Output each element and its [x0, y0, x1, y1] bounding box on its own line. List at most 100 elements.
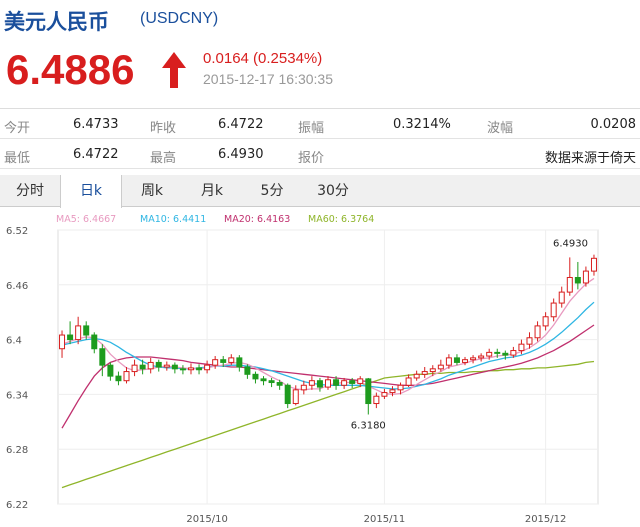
- candle-body: [333, 379, 340, 386]
- candle-body: [462, 359, 469, 363]
- y-tick-label: 6.34: [6, 390, 28, 401]
- x-tick-label: 2015/12: [525, 514, 567, 525]
- high-annotation: 6.4930: [553, 239, 588, 250]
- stats-row: 最低 6.4722 最高 6.4930 报价 数据来源于倚天: [0, 139, 640, 169]
- candle-body: [236, 357, 243, 368]
- quote-timestamp: 2015-12-17 16:30:35: [203, 71, 333, 87]
- candle-body: [534, 325, 541, 339]
- candle-body: [171, 364, 178, 370]
- candle-body: [574, 276, 581, 284]
- candle-body: [445, 357, 452, 366]
- candle-body: [365, 378, 372, 405]
- ma60-line: [61, 360, 595, 489]
- candle-body: [308, 380, 315, 386]
- candle-body: [453, 357, 460, 363]
- candle-body: [357, 378, 364, 384]
- candle-body: [478, 355, 485, 359]
- candle-body: [550, 302, 557, 318]
- candle-body: [486, 351, 493, 357]
- candle-body: [300, 384, 307, 391]
- candle-body: [494, 351, 501, 354]
- current-price: 6.4886: [6, 46, 135, 93]
- candle-body: [123, 371, 130, 382]
- tab-5min[interactable]: 5分: [260, 183, 284, 199]
- candle-body: [316, 380, 323, 388]
- candle-body: [67, 334, 74, 341]
- stat-label-low: 最低: [4, 151, 31, 166]
- candle-body: [179, 368, 186, 371]
- candle-body: [99, 348, 106, 366]
- candle-body: [83, 325, 90, 336]
- tab-weekly-k[interactable]: 周k: [140, 183, 164, 199]
- candle-body: [163, 364, 170, 368]
- stat-value-low: 6.4722: [73, 147, 119, 162]
- candle-body: [381, 392, 388, 397]
- ma10-line: [61, 301, 595, 390]
- candle-body: [558, 291, 565, 304]
- candle-body: [115, 375, 122, 382]
- candle-body: [268, 380, 275, 384]
- candle-body: [590, 257, 597, 272]
- candle-body: [397, 384, 404, 391]
- tab-30min[interactable]: 30分: [317, 183, 349, 199]
- candle-body: [510, 350, 517, 356]
- y-tick-label: 6.52: [6, 226, 28, 237]
- candle-body: [252, 373, 259, 380]
- price-change: 0.0164 (0.2534%): [203, 50, 323, 67]
- plot-frame: [57, 229, 599, 505]
- stats-table: 今开 6.4733 昨收 6.4722 振幅 0.3214% 波幅 0.0208…: [0, 108, 640, 169]
- candle-body: [526, 337, 533, 345]
- stat-label-quote: 报价: [298, 151, 325, 166]
- candle-body: [155, 361, 162, 368]
- chart-tabs: 分时 日k 周k 月k 5分 30分: [0, 175, 640, 208]
- candle-body: [107, 364, 114, 377]
- low-annotation: 6.3180: [351, 420, 386, 431]
- symbol-code: (USDCNY): [140, 10, 219, 27]
- candle-body: [196, 367, 203, 371]
- candle-body: [325, 379, 331, 388]
- candle-body: [502, 352, 509, 356]
- y-tick-label: 6.4: [6, 336, 22, 347]
- candle-body: [349, 380, 356, 384]
- candle-body: [413, 373, 420, 379]
- x-tick-label: 2015/10: [186, 514, 228, 525]
- y-tick-label: 6.46: [6, 281, 28, 292]
- candle-body: [405, 377, 412, 386]
- candle-body: [373, 395, 380, 405]
- stat-value-amplitude: 0.3214%: [393, 117, 451, 132]
- stats-row: 今开 6.4733 昨收 6.4722 振幅 0.3214% 波幅 0.0208: [0, 109, 640, 139]
- candle-body: [244, 366, 251, 375]
- stat-value-high: 6.4930: [218, 147, 264, 162]
- candle-body: [139, 364, 146, 370]
- stat-label-high: 最高: [150, 151, 177, 166]
- candle-body: [204, 364, 211, 371]
- tab-daily-k[interactable]: 日k: [60, 175, 122, 208]
- legend-entry-ma10: MA10: 6.4411: [140, 214, 206, 225]
- candle-body: [429, 368, 436, 373]
- stat-value-prev-close: 6.4722: [218, 117, 264, 132]
- candle-body: [341, 380, 348, 386]
- tab-monthly-k[interactable]: 月k: [200, 183, 224, 199]
- candle-body: [131, 364, 138, 373]
- stat-value-range: 0.0208: [590, 117, 637, 132]
- candle-body: [470, 357, 477, 361]
- candle-body: [187, 367, 194, 371]
- page-title: 美元人民币: [4, 10, 109, 34]
- candle-body: [75, 325, 82, 341]
- candle-body: [212, 359, 219, 366]
- stat-value-open: 6.4733: [73, 117, 119, 132]
- legend-entry-ma60: MA60: 6.3764: [308, 214, 374, 225]
- candle-body: [542, 316, 549, 327]
- candlestick-chart[interactable]: 6.52 6.46 6.4 6.34 6.28 6.22 2015/10 2015/11 201…: [0, 208, 640, 527]
- candle-body: [421, 371, 428, 375]
- stat-label-range: 波幅: [487, 121, 514, 136]
- stat-label-prev-close: 昨收: [150, 121, 177, 136]
- candle-body: [220, 359, 227, 363]
- header: 美元人民币 (USDCNY): [0, 0, 640, 40]
- tab-intraday[interactable]: 分时: [16, 183, 44, 199]
- stat-label-amplitude: 振幅: [298, 121, 325, 136]
- candle-body: [59, 334, 66, 350]
- candle-body: [228, 357, 235, 363]
- legend-entry-ma20: MA20: 6.4163: [224, 214, 290, 225]
- y-tick-label: 6.28: [6, 445, 28, 456]
